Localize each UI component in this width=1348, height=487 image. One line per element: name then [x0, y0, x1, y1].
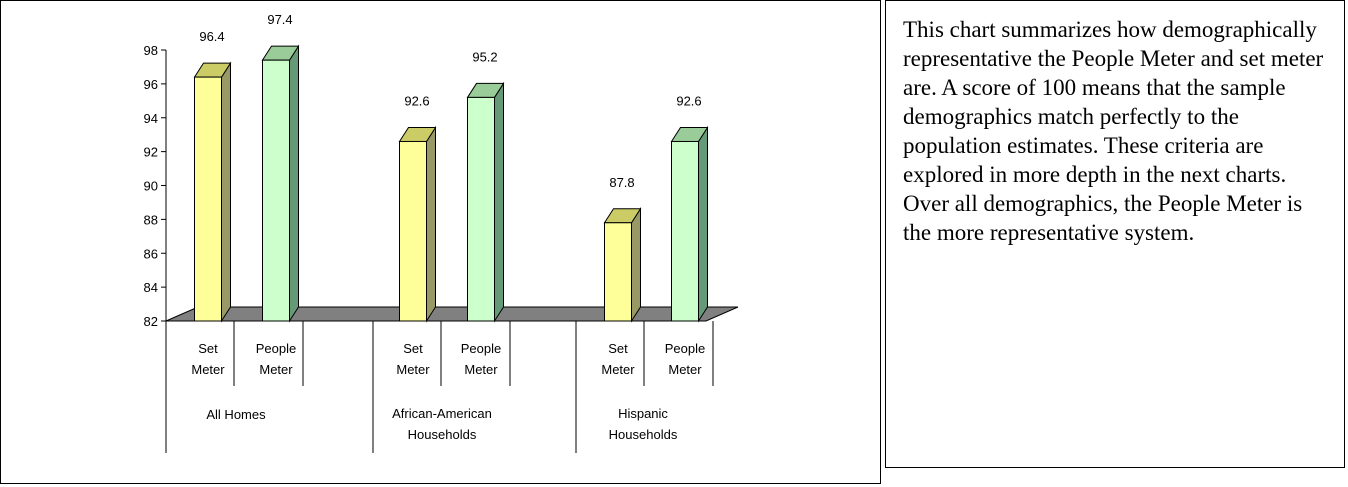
bar-side — [494, 81, 504, 323]
y-tick-label: 98 — [144, 43, 158, 58]
y-tick-label: 96 — [144, 77, 158, 92]
bar-category-label: Meter — [396, 362, 430, 377]
data-label: 92.6 — [404, 93, 429, 108]
y-tick-label: 82 — [144, 314, 158, 329]
group-category-label: Households — [609, 427, 678, 442]
bar-category-label: Meter — [259, 362, 293, 377]
y-tick-label: 92 — [144, 145, 158, 160]
group-category-label: Hispanic — [618, 406, 668, 421]
bar-side — [698, 125, 708, 323]
bar — [466, 81, 505, 323]
bar-category-label: People — [256, 341, 296, 356]
bar-side — [631, 207, 641, 323]
bar-category-label: Meter — [191, 362, 225, 377]
bar-front — [262, 59, 290, 322]
chart-description: This chart summarizes how demographicall… — [903, 17, 1324, 245]
bar-category-label: People — [461, 341, 501, 356]
group-category-label: African-American — [392, 406, 492, 421]
bar-category-label: Set — [608, 341, 628, 356]
bar-side — [289, 44, 299, 323]
data-label: 92.6 — [676, 93, 701, 108]
bar — [603, 207, 642, 323]
bar-front — [671, 140, 699, 322]
y-tick-label: 94 — [144, 111, 158, 126]
bar — [670, 125, 709, 323]
group-category-label: All Homes — [206, 407, 266, 422]
description-panel: This chart summarizes how demographicall… — [885, 0, 1345, 468]
data-label: 87.8 — [609, 175, 634, 190]
data-label: 96.4 — [199, 29, 224, 44]
bar — [193, 61, 232, 323]
bar-category-label: Set — [198, 341, 218, 356]
bar-category-label: Meter — [601, 362, 635, 377]
bar-front — [399, 140, 427, 322]
data-label: 95.2 — [472, 49, 497, 64]
y-tick-label: 90 — [144, 179, 158, 194]
data-label: 97.4 — [267, 12, 292, 27]
bar-front — [604, 222, 632, 322]
bar — [398, 125, 437, 323]
y-tick-label: 88 — [144, 212, 158, 227]
bar-side — [221, 61, 231, 323]
bar-category-label: Meter — [464, 362, 498, 377]
bar-side — [426, 125, 436, 323]
bar-front — [467, 96, 495, 322]
y-tick-label: 86 — [144, 246, 158, 261]
bar-category-label: Meter — [668, 362, 702, 377]
bar-category-label: Set — [403, 341, 423, 356]
chart-panel: 82 84 86 88 90 92 94 96 98 96.4 Set Meter 97.4 Peopl… — [0, 0, 881, 484]
bar-category-label: People — [665, 341, 705, 356]
bar-chart: 82 84 86 88 90 92 94 96 98 96.4 Set Meter 97.4 Peopl… — [144, 12, 739, 453]
y-tick-label: 84 — [144, 280, 158, 295]
bar — [261, 44, 300, 323]
chart-floor — [165, 306, 739, 322]
bar-front — [194, 76, 222, 322]
group-category-label: Households — [408, 427, 477, 442]
